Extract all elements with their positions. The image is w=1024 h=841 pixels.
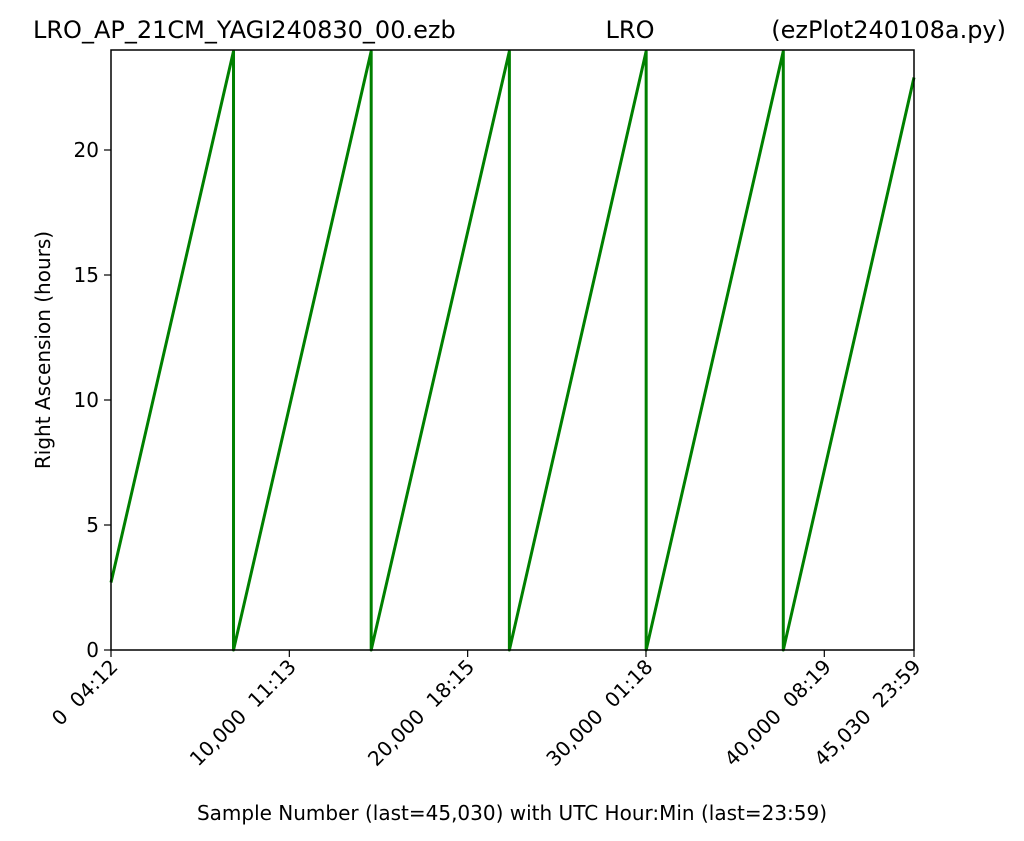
x-tick-label: 0 04:12 — [47, 655, 123, 731]
series-line-0 — [109, 49, 916, 652]
x-tick-label: 20,000 18:15 — [363, 655, 479, 771]
chart-title-right: (ezPlot240108a.py) — [771, 16, 1006, 44]
y-axis-label: Right Ascension (hours) — [31, 231, 55, 469]
series-layer — [109, 49, 916, 652]
chart-title-left: LRO_AP_21CM_YAGI240830_00.ezb — [33, 16, 456, 44]
x-axis-label: Sample Number (last=45,030) with UTC Hou… — [197, 801, 827, 825]
y-tick-label: 15 — [74, 263, 99, 287]
x-tick-label: 10,000 11:13 — [185, 655, 301, 771]
y-tick-label: 0 — [86, 638, 99, 662]
x-tick-label: 30,000 01:18 — [541, 655, 657, 771]
y-tick-label: 5 — [86, 513, 99, 537]
y-tick-label: 20 — [74, 138, 99, 162]
chart-title-center: LRO — [606, 16, 655, 44]
plot-frame — [110, 49, 915, 651]
y-axis: 0 5 10 15 20 — [74, 138, 111, 662]
y-tick-label: 10 — [74, 388, 99, 412]
x-axis: 0 04:12 10,000 11:13 20,000 18:15 30,000 01… — [47, 650, 926, 771]
